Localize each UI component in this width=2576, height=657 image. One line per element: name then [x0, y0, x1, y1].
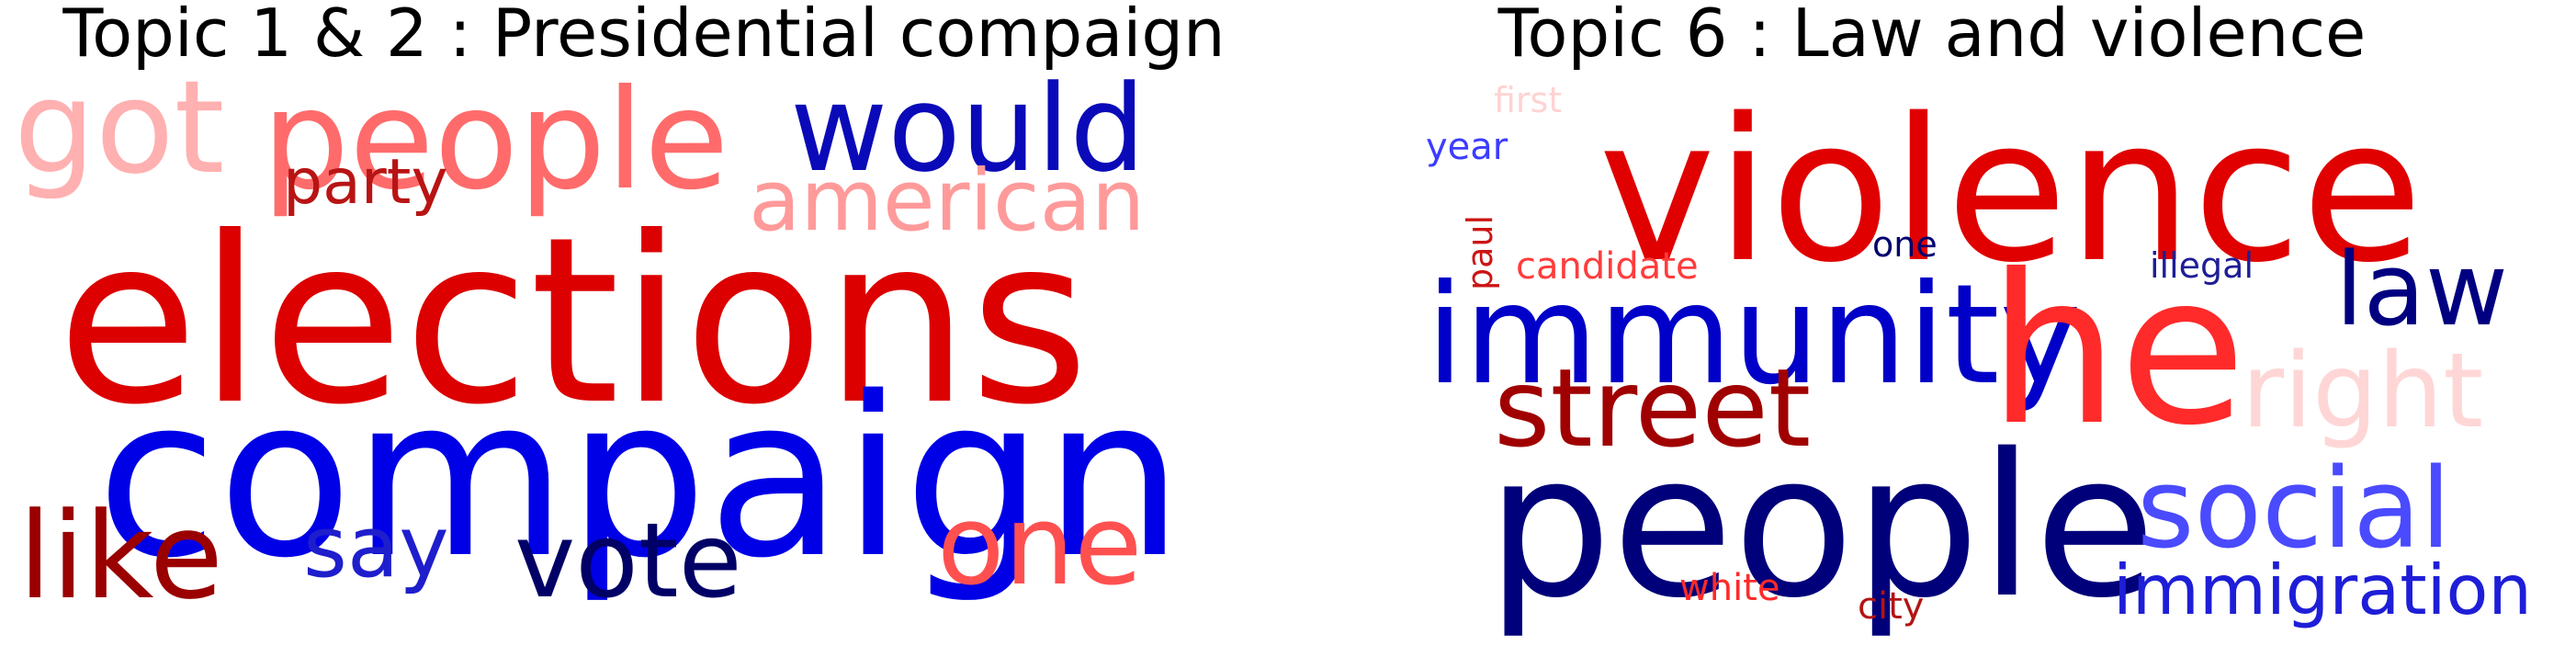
- cloud-word-one: one: [1872, 224, 1938, 265]
- cloud-word-right: right: [2242, 332, 2484, 451]
- cloud-word-vote: vote: [514, 502, 742, 621]
- cloud-word-illegal: illegal: [2150, 245, 2254, 286]
- cloud-word-year: year: [1426, 126, 1508, 168]
- cloud-word-people: people: [262, 61, 729, 221]
- cloud-word-violence: violence: [1599, 75, 2423, 306]
- cloud-word-elections: elections: [57, 187, 1090, 455]
- wordcloud-panel-presidential-compaign: Topic 1 & 2 : Presidential compaign got p…: [14, 0, 1226, 626]
- cloud-word-would: would: [790, 59, 1146, 198]
- panel-title: Topic 6 : Law and violence: [1497, 0, 2367, 72]
- wordcloud-panel-law-and-violence: Topic 6 : Law and violence first year viol…: [1288, 0, 2576, 657]
- cloud-word-law: law: [2335, 231, 2508, 348]
- cloud-word-like: like: [18, 486, 223, 626]
- cloud-word-people: people: [1486, 411, 2156, 641]
- cloud-word-say: say: [303, 498, 449, 596]
- cloud-word-immigration: immigration: [2113, 549, 2532, 630]
- cloud-word-city: city: [1858, 585, 1925, 628]
- cloud-word-first: first: [1494, 80, 1563, 120]
- cloud-word-he: he: [1988, 231, 2247, 471]
- panel-title: Topic 1 & 2 : Presidential compaign: [62, 0, 1226, 72]
- cloud-word-social: social: [2137, 446, 2452, 573]
- cloud-word-street: street: [1494, 345, 1812, 471]
- cloud-word-one: one: [937, 482, 1143, 610]
- cloud-word-white: white: [1679, 567, 1780, 609]
- cloud-word-candidate: candidate: [1516, 245, 1699, 288]
- cloud-word-party: party: [283, 146, 448, 219]
- cloud-word-immunity: immunity: [1426, 255, 2082, 415]
- cloud-word-got: got: [14, 53, 225, 203]
- cloud-word-compaign: compaign: [96, 349, 1184, 606]
- cloud-word-american: american: [749, 152, 1146, 250]
